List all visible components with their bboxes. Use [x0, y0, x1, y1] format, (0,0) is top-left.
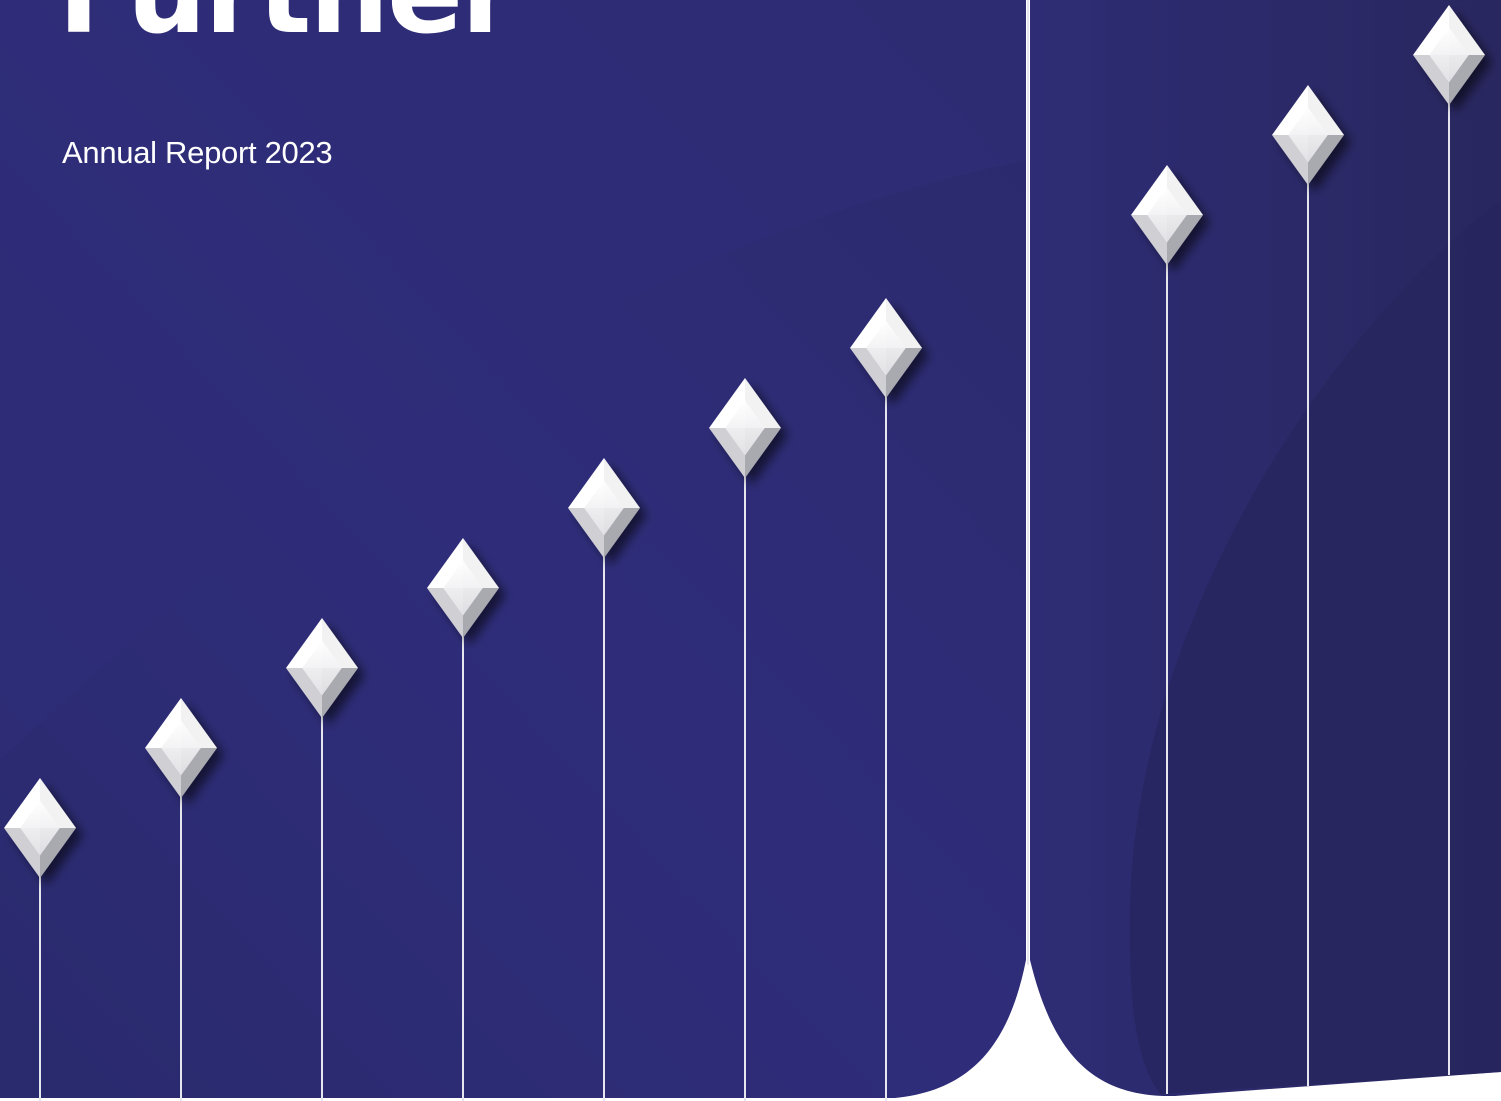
diamond-marker-icon — [1131, 165, 1203, 265]
diamond-marker-icon — [145, 698, 217, 798]
diamond-marker-icon — [1272, 85, 1344, 185]
diamond-marker-icon — [1413, 5, 1485, 105]
diamond-marker-icon — [427, 538, 499, 638]
light-sweep — [0, 0, 1026, 760]
right-shadow-arc — [1129, 200, 1501, 1094]
diamond-marker-icon — [850, 298, 922, 398]
cover-title: Further — [58, 0, 516, 50]
diamond-marker-icon — [568, 458, 640, 558]
marker-group — [4, 5, 1485, 1101]
cover-subtitle: Annual Report 2023 — [62, 135, 333, 170]
diamond-marker-icon — [4, 778, 76, 878]
diamond-marker-icon — [709, 378, 781, 478]
diamond-marker-icon — [286, 618, 358, 718]
